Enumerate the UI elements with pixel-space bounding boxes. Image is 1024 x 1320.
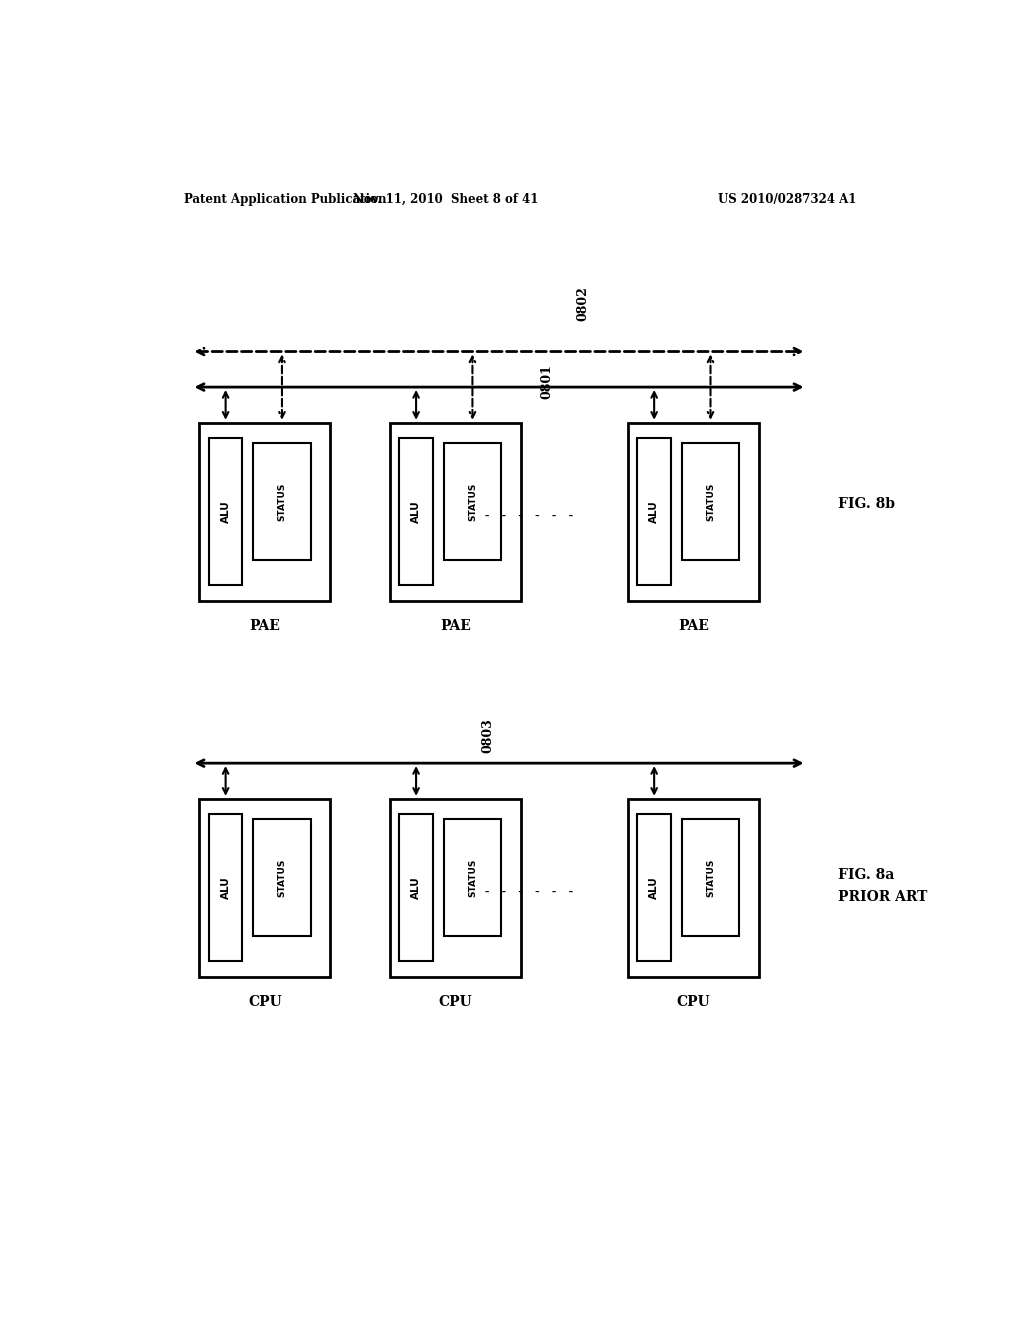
Text: ALU: ALU (411, 876, 421, 899)
Bar (399, 814, 433, 961)
Bar (253, 818, 310, 936)
Text: PAE: PAE (250, 619, 281, 632)
Bar (443, 444, 501, 560)
Text: ALU: ALU (220, 876, 230, 899)
Text: ALU: ALU (649, 500, 659, 523)
Bar (209, 438, 243, 585)
Bar (390, 422, 521, 601)
Text: STATUS: STATUS (278, 482, 287, 520)
Text: CPU: CPU (438, 995, 472, 1008)
Text: FIG. 8a: FIG. 8a (839, 869, 895, 882)
Text: CPU: CPU (248, 995, 282, 1008)
Text: - - - - - -: - - - - - - (482, 510, 574, 523)
Text: STATUS: STATUS (706, 858, 715, 896)
Text: STATUS: STATUS (278, 858, 287, 896)
Bar (390, 799, 521, 977)
Text: ALU: ALU (411, 500, 421, 523)
Bar (638, 438, 671, 585)
Bar (209, 814, 243, 961)
Text: Nov. 11, 2010  Sheet 8 of 41: Nov. 11, 2010 Sheet 8 of 41 (352, 193, 539, 206)
Text: PAE: PAE (678, 619, 709, 632)
Bar (682, 444, 739, 560)
Text: PRIOR ART: PRIOR ART (839, 890, 928, 904)
Text: CPU: CPU (677, 995, 711, 1008)
Text: - - - - - -: - - - - - - (482, 886, 574, 899)
Bar (682, 818, 739, 936)
Text: STATUS: STATUS (468, 482, 477, 520)
Bar (628, 799, 759, 977)
Text: FIG. 8b: FIG. 8b (839, 496, 895, 511)
Bar (638, 814, 671, 961)
Bar (399, 438, 433, 585)
Bar (253, 444, 310, 560)
Text: 0803: 0803 (481, 718, 495, 752)
Bar (200, 422, 331, 601)
Text: 0801: 0801 (541, 364, 554, 400)
Text: STATUS: STATUS (468, 858, 477, 896)
Text: STATUS: STATUS (706, 482, 715, 520)
Text: Patent Application Publication: Patent Application Publication (183, 193, 386, 206)
Bar (443, 818, 501, 936)
Bar (628, 422, 759, 601)
Text: US 2010/0287324 A1: US 2010/0287324 A1 (718, 193, 856, 206)
Text: ALU: ALU (220, 500, 230, 523)
Text: ALU: ALU (649, 876, 659, 899)
Bar (200, 799, 331, 977)
Text: 0802: 0802 (577, 286, 590, 321)
Text: PAE: PAE (440, 619, 471, 632)
